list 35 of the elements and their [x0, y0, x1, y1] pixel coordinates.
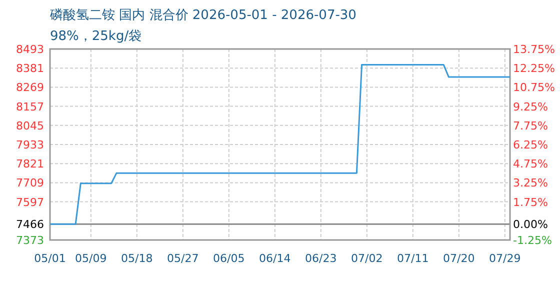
y-tick-label: 7597: [16, 196, 44, 209]
x-tick-label: 07/29: [489, 252, 521, 265]
x-tick-label: 05/09: [75, 252, 107, 265]
x-tick-label: 07/02: [351, 252, 383, 265]
chart-subtitle: 98%，25kg/袋: [50, 29, 142, 44]
y2-tick-label: 10.75%: [513, 81, 555, 94]
x-tick-label: 06/05: [213, 252, 245, 265]
y2-tick-label: 0.00%: [513, 218, 548, 232]
y2-tick-label: 4.75%: [513, 158, 548, 171]
y-tick-label: 7466: [16, 218, 44, 232]
x-tick-label: 06/23: [305, 252, 337, 265]
y-tick-label: 7373: [16, 234, 44, 247]
y2-tick-label: 9.25%: [513, 100, 548, 114]
x-tick-label: 05/01: [34, 252, 66, 265]
y-tick-label: 8493: [16, 43, 44, 56]
y-tick-label: 8157: [16, 100, 44, 114]
x-tick-label: 07/20: [443, 252, 475, 265]
y2-tick-label: 3.25%: [513, 176, 548, 190]
y-tick-label: 8045: [16, 119, 44, 132]
x-tick-label: 06/14: [259, 252, 291, 265]
chart-title: 磷酸氢二铵 国内 混合价 2026-05-01 - 2026-07-30: [49, 8, 356, 23]
x-tick-label: 07/11: [397, 252, 429, 265]
y2-tick-label: 7.75%: [513, 119, 548, 132]
x-tick-label: 05/18: [121, 252, 153, 265]
y-tick-label: 7933: [16, 138, 44, 152]
y2-tick-label: 13.75%: [513, 43, 555, 56]
y2-tick-label: 12.25%: [513, 62, 555, 76]
y-tick-label: 7709: [16, 176, 44, 190]
y-tick-label: 8269: [16, 81, 44, 94]
y2-tick-label: -1.25%: [513, 234, 552, 247]
y2-tick-label: 6.25%: [513, 138, 548, 152]
y-tick-label: 7821: [16, 158, 44, 171]
x-tick-label: 05/27: [167, 252, 199, 265]
y2-tick-label: 1.75%: [513, 196, 548, 209]
y-tick-label: 8381: [16, 62, 44, 76]
